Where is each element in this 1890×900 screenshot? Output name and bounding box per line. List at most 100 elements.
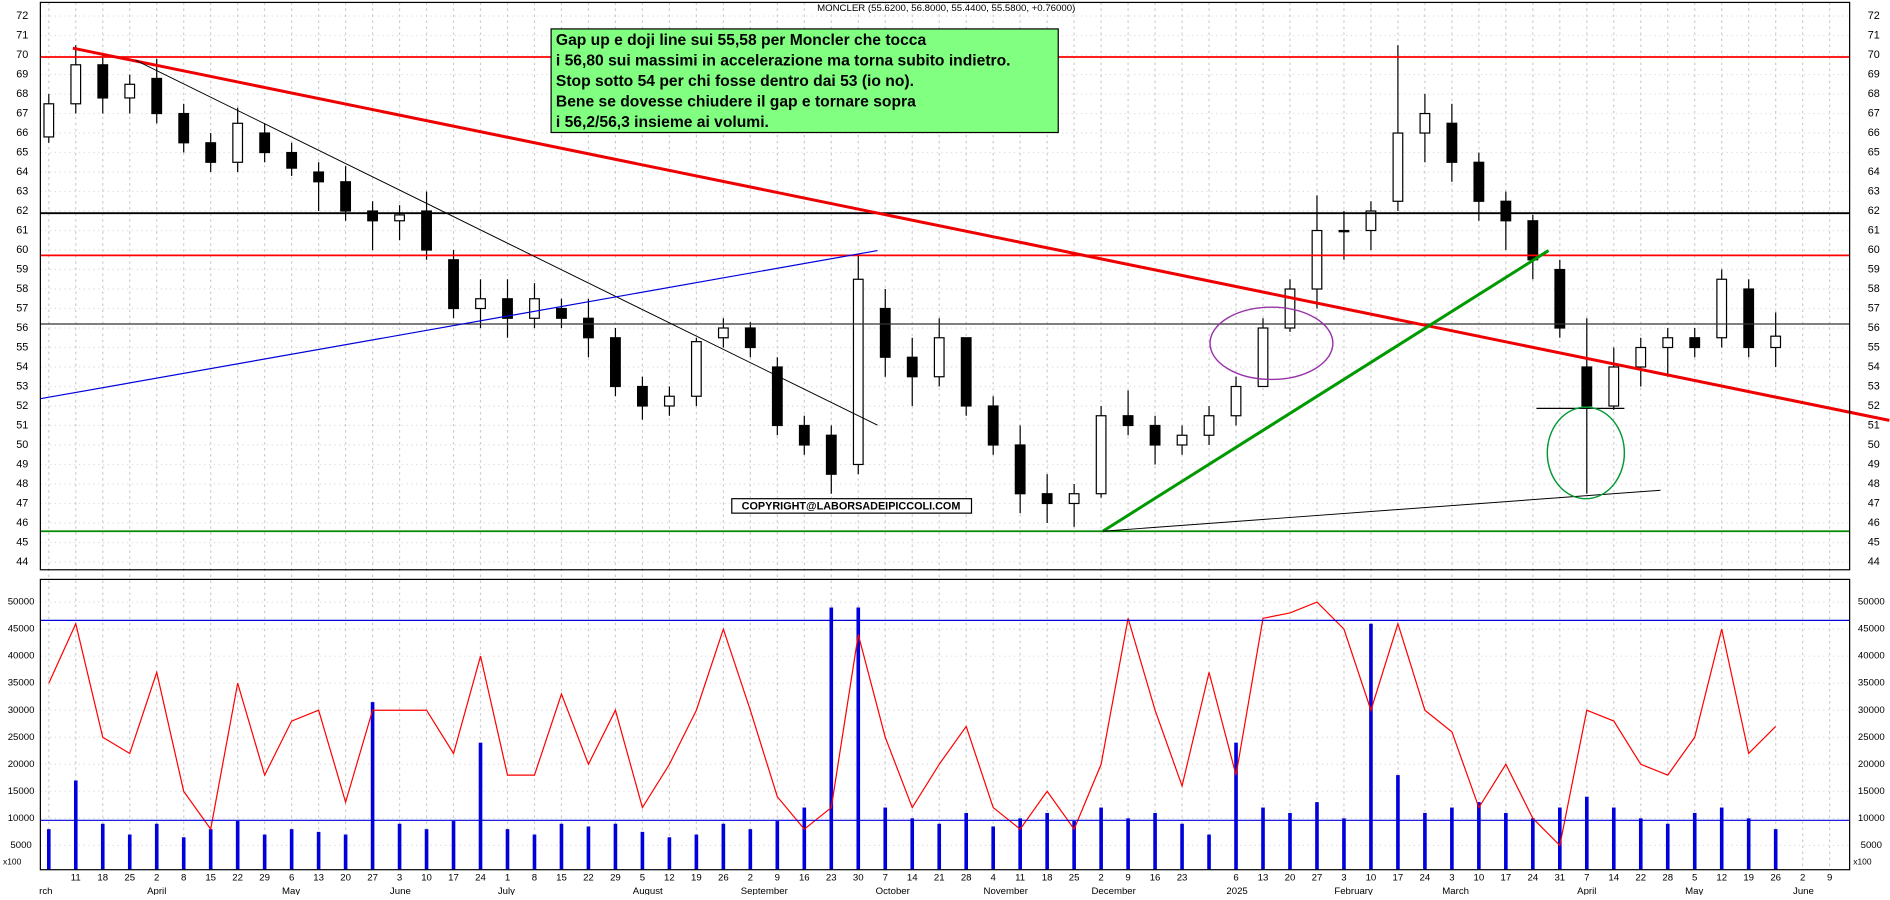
x-month-label: 2025 xyxy=(1226,886,1247,895)
candle-body xyxy=(205,142,217,163)
y-tick-label: 44 xyxy=(1868,556,1880,568)
annotation-text: i 56,2/56,3 insieme ai volumi. xyxy=(556,114,769,131)
x-month-label: June xyxy=(1793,886,1814,895)
candle-body xyxy=(1446,122,1458,163)
y-tick-label: 68 xyxy=(16,88,28,100)
x-tick-label: 6 xyxy=(289,873,294,884)
x-tick-label: 15 xyxy=(205,873,216,884)
volume-bar xyxy=(1558,807,1562,870)
y-tick-label: 70 xyxy=(1868,49,1880,61)
y-tick-label: 49 xyxy=(1868,458,1880,470)
candle-body xyxy=(259,132,271,154)
x-tick-label: 3 xyxy=(397,873,402,884)
x-tick-label: 5 xyxy=(1692,873,1697,884)
y2-tick-label: 45000 xyxy=(8,624,35,635)
volume-bar xyxy=(775,821,780,870)
x-tick-label: 23 xyxy=(1177,873,1188,884)
y-tick-label: 60 xyxy=(1868,244,1880,256)
y2-tick-label: 15000 xyxy=(1858,786,1885,797)
candle-body xyxy=(97,64,109,99)
x-tick-label: 27 xyxy=(1312,873,1323,884)
x-tick-label: 2 xyxy=(1098,873,1103,884)
candle-body xyxy=(610,337,621,388)
candle-body xyxy=(636,385,648,407)
volume-bar xyxy=(1099,807,1103,870)
volume-bar xyxy=(1261,807,1265,870)
volume-bar xyxy=(100,823,105,870)
candle-body xyxy=(1689,337,1701,349)
y-tick-label: 58 xyxy=(16,283,28,295)
y-tick-label: 71 xyxy=(1868,29,1880,41)
candle-body xyxy=(1095,415,1107,495)
volume-bar xyxy=(73,780,78,870)
candle-body xyxy=(232,122,244,163)
x-tick-label: 11 xyxy=(1015,873,1025,884)
y-tick-label: 50 xyxy=(1868,439,1880,451)
volume-bar xyxy=(1665,823,1670,870)
x-tick-label: 9 xyxy=(775,873,780,884)
volume-bar xyxy=(910,818,915,870)
x-tick-label: 3 xyxy=(1341,873,1346,884)
x-tick-label: 25 xyxy=(124,873,135,884)
candle-body xyxy=(178,112,190,144)
candle-body xyxy=(421,210,432,251)
x-tick-label: 26 xyxy=(718,873,729,884)
x-tick-label: 16 xyxy=(1150,873,1161,884)
x-month-label: May xyxy=(1685,886,1703,895)
x-tick-label: 31 xyxy=(1554,873,1565,884)
volume-bar xyxy=(181,837,186,870)
candle-body xyxy=(1392,132,1404,202)
volume-bar xyxy=(1450,807,1454,870)
x-tick-label: 8 xyxy=(532,873,537,884)
x-tick-label: 24 xyxy=(1420,873,1431,884)
y-tick-label: 59 xyxy=(16,263,28,275)
candle-body xyxy=(1770,335,1782,349)
volume-bar xyxy=(127,834,132,870)
x-tick-label: 14 xyxy=(1608,873,1619,884)
volume-bar xyxy=(316,831,321,870)
candle-body xyxy=(556,307,567,319)
candle-body xyxy=(151,77,163,115)
volume-bar xyxy=(1342,818,1346,870)
candle-body xyxy=(340,181,352,212)
volume-bar xyxy=(640,831,645,870)
y-tick-label: 57 xyxy=(16,302,28,314)
volume-bar xyxy=(1018,818,1022,870)
y-tick-label: 46 xyxy=(1868,517,1880,529)
x-tick-label: 11 xyxy=(71,873,81,884)
volume-bar xyxy=(1180,823,1184,870)
candle-body xyxy=(1716,278,1728,339)
volume-bar xyxy=(1531,818,1535,870)
volume-panel-border xyxy=(39,578,1851,871)
y-tick-label: 52 xyxy=(1868,400,1880,412)
x-month-label: December xyxy=(1091,886,1136,895)
y-tick-label: 50 xyxy=(16,439,28,451)
candle-body xyxy=(987,405,999,446)
y-tick-label: 53 xyxy=(1868,380,1880,392)
x-tick-label: 20 xyxy=(340,873,351,884)
y-tick-label: 45 xyxy=(1868,536,1880,548)
x-month-label: May xyxy=(282,886,300,895)
candle-body xyxy=(906,356,918,378)
volume-bar xyxy=(1611,807,1616,870)
volume-bar xyxy=(1504,812,1508,870)
y-tick-label: 67 xyxy=(1868,107,1880,119)
marks xyxy=(43,45,1782,870)
y-tick-label: 56 xyxy=(1868,322,1880,334)
x-tick-label: 23 xyxy=(826,873,837,884)
volume-bar xyxy=(1207,834,1211,870)
volume-bar xyxy=(478,742,483,870)
x-month-label: June xyxy=(390,886,411,895)
candle-body xyxy=(1149,424,1161,446)
y2-tick-label: 35000 xyxy=(1858,678,1885,689)
y-tick-label: 63 xyxy=(1868,185,1880,197)
volume-bar xyxy=(46,829,51,870)
x-tick-label: 9 xyxy=(1125,873,1130,884)
volume-bar xyxy=(964,812,969,870)
x-month-label: rch xyxy=(39,886,52,895)
candle-body xyxy=(798,424,810,446)
y-tick-label: 55 xyxy=(1868,341,1880,353)
candle-body xyxy=(286,151,298,169)
